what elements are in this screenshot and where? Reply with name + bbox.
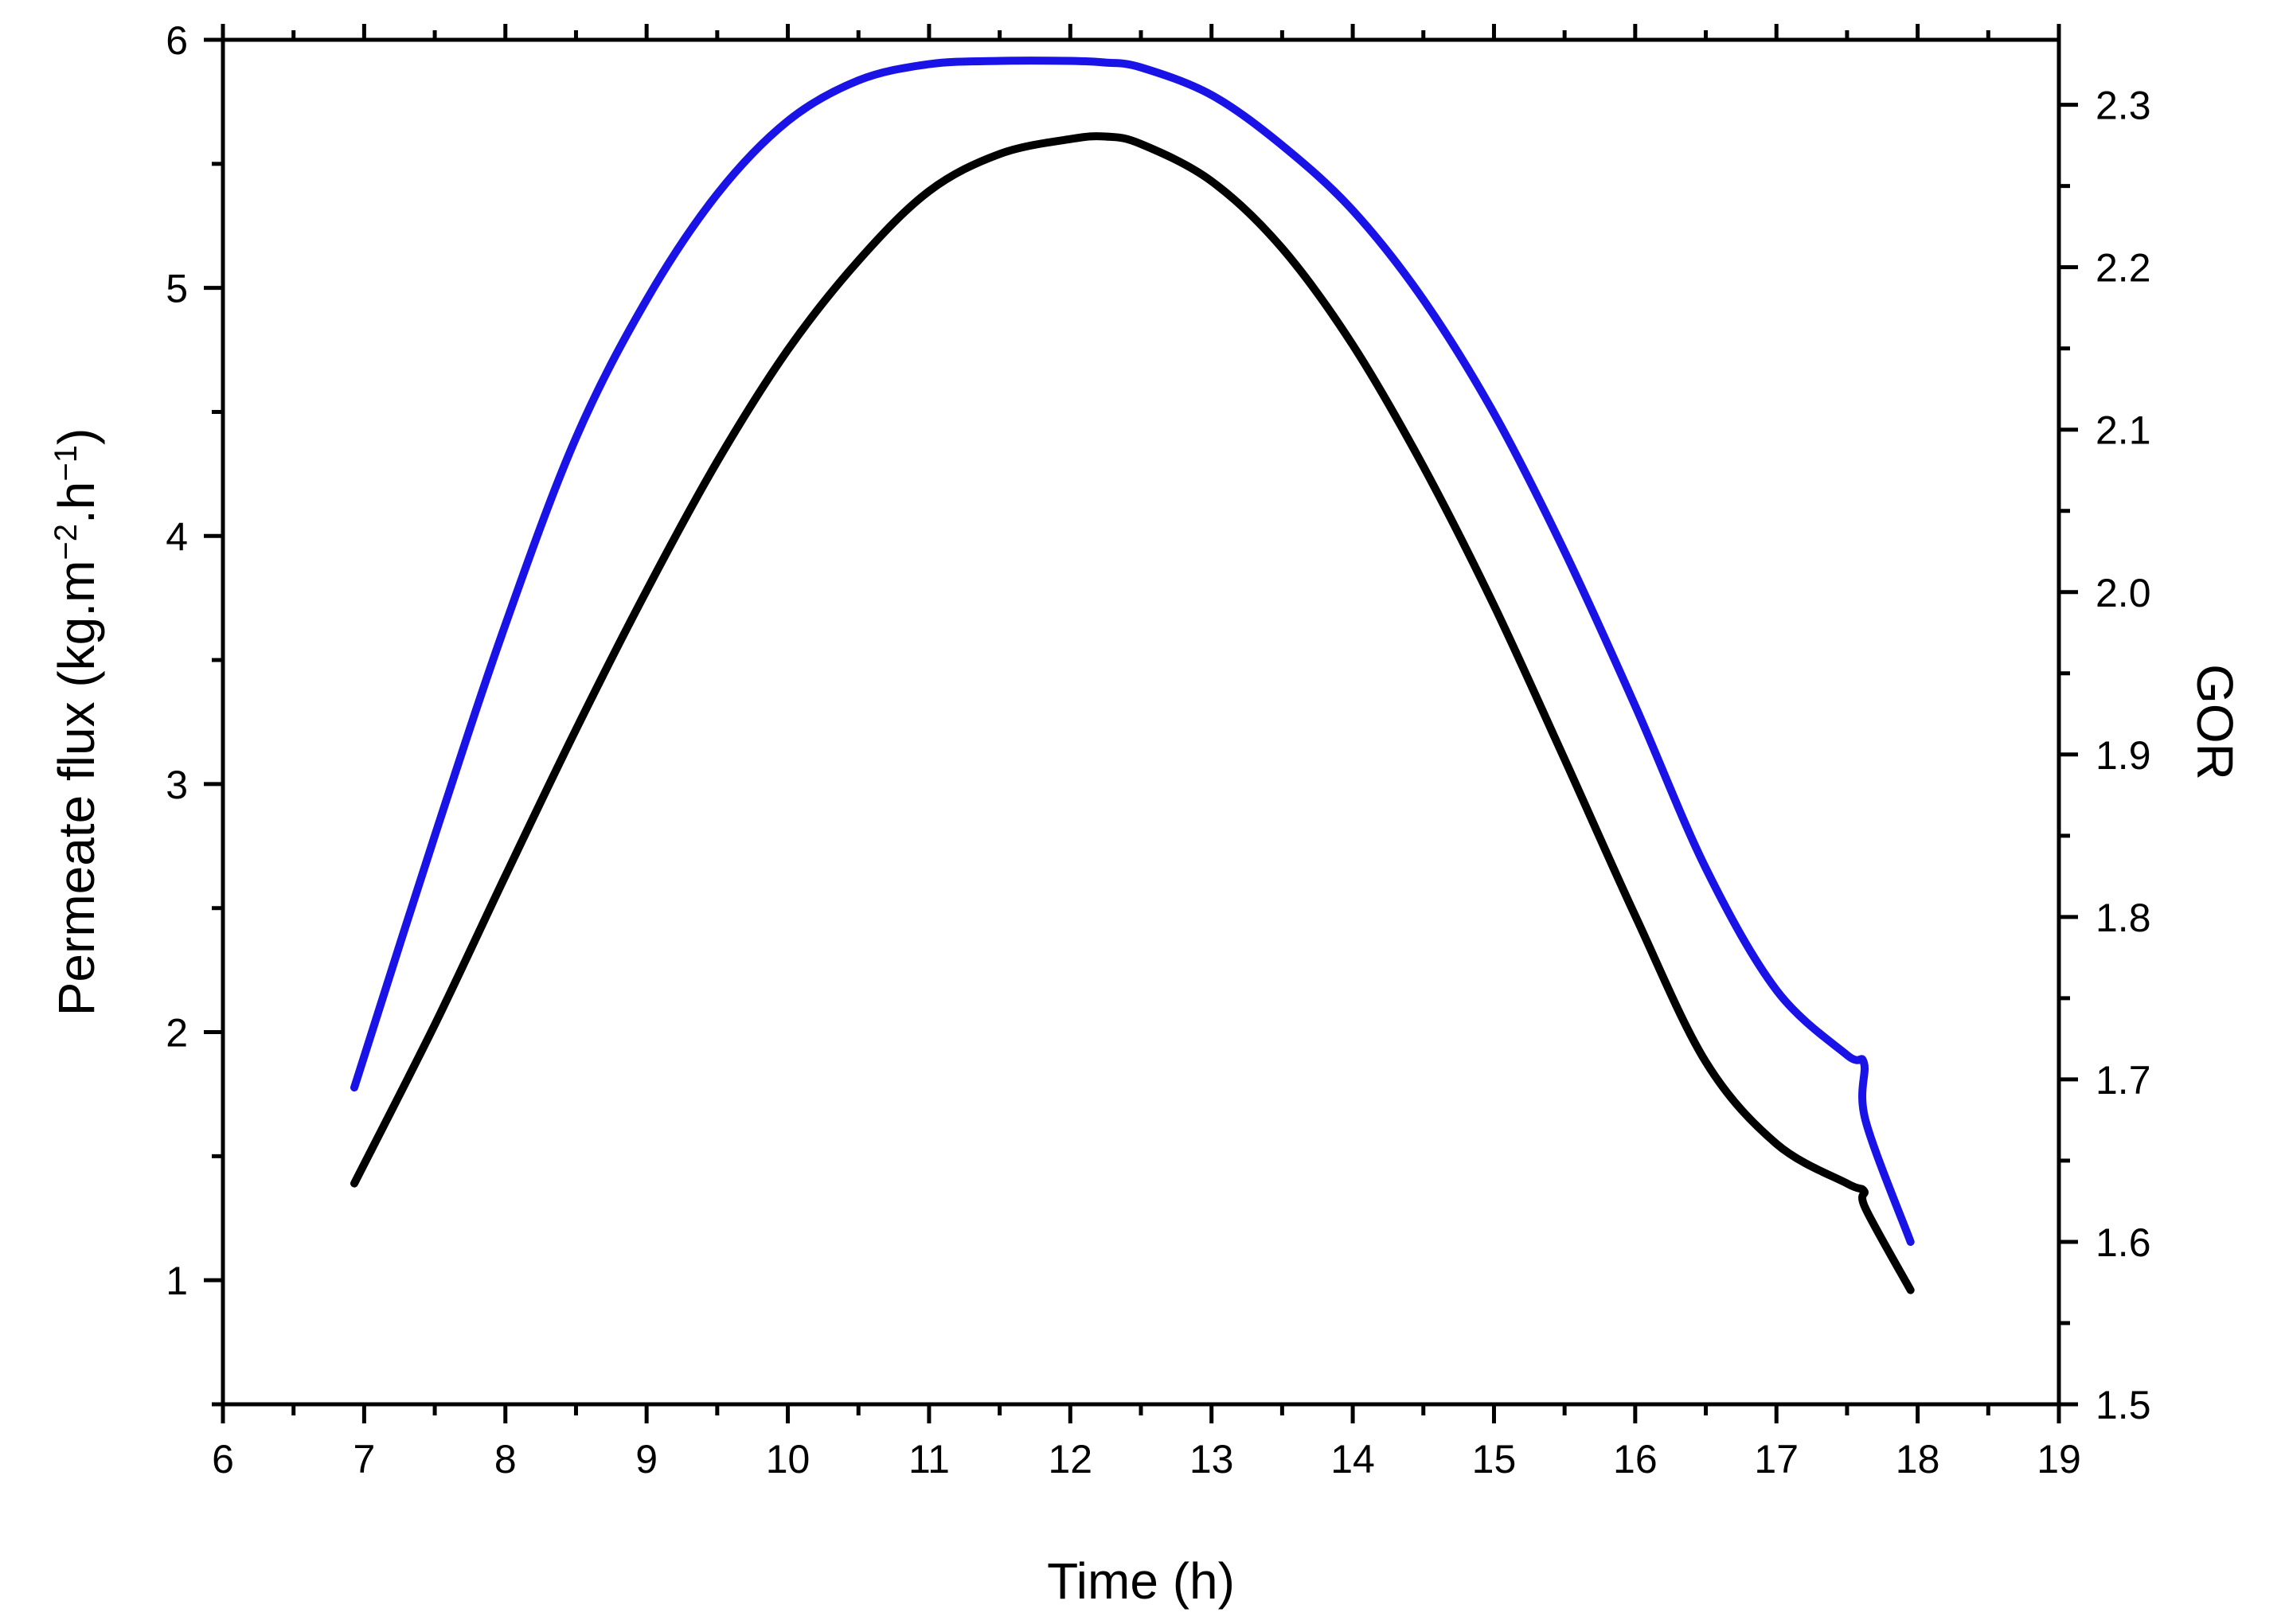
x-tick-label: 17 xyxy=(1754,1437,1799,1482)
x-tick-label: 19 xyxy=(2037,1437,2081,1482)
yr-tick-label: 1.9 xyxy=(2096,733,2151,778)
x-tick-label: 6 xyxy=(212,1437,234,1482)
x-tick-label: 14 xyxy=(1330,1437,1375,1482)
yr-tick-label: 1.6 xyxy=(2096,1220,2151,1265)
x-tick-label: 16 xyxy=(1613,1437,1658,1482)
x-tick-label: 18 xyxy=(1896,1437,1940,1482)
permeate-flux-series-line xyxy=(350,132,1915,1294)
x-tick-label: 13 xyxy=(1189,1437,1234,1482)
yr-tick-label: 2.2 xyxy=(2096,246,2151,291)
x-tick-label: 11 xyxy=(908,1437,950,1482)
plot-frame xyxy=(221,37,2061,1407)
yl-tick-label: 2 xyxy=(166,1011,188,1056)
yr-tick-label: 2.3 xyxy=(2096,84,2151,128)
x-axis-title: Time (h) xyxy=(1047,1552,1235,1610)
yr-tick-label: 1.5 xyxy=(2096,1383,2151,1427)
left-y-axis-title: Permeate flux (kg.m−2.h−1) xyxy=(48,428,105,1017)
series-layer xyxy=(350,57,1915,1294)
right-y-axis-ticks: 1.5 1.6 1.7 1.8 1.9 2.0 2.1 2.2 2.3 xyxy=(2059,84,2151,1427)
yr-tick-label: 1.8 xyxy=(2096,896,2151,940)
yl-tick-label: 4 xyxy=(166,514,188,559)
left-y-axis-ticks: 1 2 3 4 5 6 xyxy=(166,18,223,1407)
x-axis-ticks: 6 7 8 9 10 11 12 13 14 15 16 17 18 19 xyxy=(212,24,2081,1482)
x-tick-label: 15 xyxy=(1472,1437,1517,1482)
yr-tick-label: 1.7 xyxy=(2096,1058,2151,1103)
yl-tick-label: 1 xyxy=(166,1259,188,1303)
yl-tick-label: 3 xyxy=(166,763,188,807)
x-tick-label: 7 xyxy=(353,1437,375,1482)
yl-tick-label: 5 xyxy=(166,267,188,311)
yl-tick-label: 6 xyxy=(166,18,188,63)
x-tick-label: 12 xyxy=(1048,1437,1092,1482)
yr-tick-label: 2.1 xyxy=(2096,408,2151,453)
x-tick-label: 8 xyxy=(494,1437,517,1482)
right-y-axis-title: GOR xyxy=(2186,664,2244,780)
yr-tick-label: 2.0 xyxy=(2096,571,2151,615)
x-tick-label: 9 xyxy=(635,1437,658,1482)
gor-series-line xyxy=(350,57,1915,1246)
x-tick-label: 10 xyxy=(766,1437,810,1482)
